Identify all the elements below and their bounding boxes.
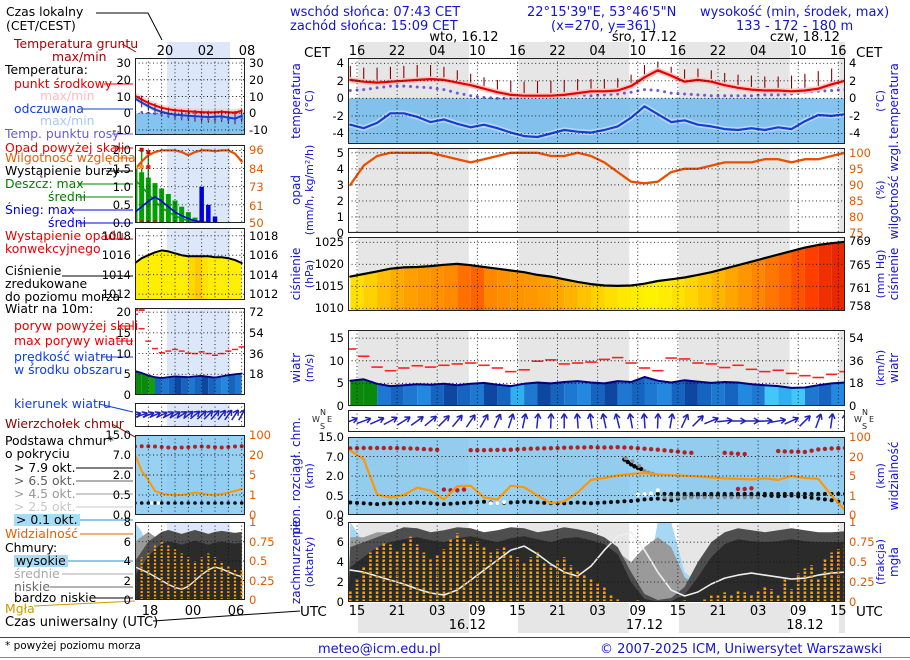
- copyright: © 2007-2025 ICM, Uniwersytet Warszawski: [600, 642, 883, 657]
- night-band: [518, 42, 630, 59]
- label-midpoint-temp: punkt środkowy: [14, 76, 113, 91]
- label-snow-max: Śnieg: max: [5, 202, 75, 217]
- label-pressure-1: Ciśnienie: [5, 263, 62, 278]
- mini-night-band: [167, 42, 230, 59]
- night-band: [518, 603, 630, 633]
- axis-title-precip-left: opad (mm/h, kg/m²/h): [288, 144, 316, 236]
- label-cloud-base-2: o pokryciu: [5, 446, 70, 461]
- label-wind-direction: kierunek wiatru: [14, 396, 111, 411]
- pressure-chart: [348, 237, 845, 311]
- night-band: [839, 603, 845, 633]
- label-clouds-verylow: bardzo niskie: [14, 590, 97, 605]
- utc-label-right: UTC: [856, 604, 883, 620]
- axis-title-cloud-left: pion. rozciągł. chm. (km): [288, 417, 316, 535]
- label-rain-max: Deszcz: max: [5, 176, 84, 191]
- label-fog: Mgła: [5, 601, 35, 616]
- label-wind10m: Wiatr na 10m:: [5, 301, 94, 316]
- mini-temperature-chart: [135, 58, 245, 135]
- label-visibility: Widzialność: [5, 526, 78, 541]
- axis-title-temperature-right: (°C) temperatura: [873, 63, 901, 139]
- label-convective-2: konwekcyjnego: [5, 241, 101, 256]
- footnote-above-sea-level: * powyżej poziomu morza: [5, 640, 141, 652]
- axis-title-fog-right: (frakcja) mgła: [873, 539, 901, 585]
- axis-title-pressure-left: ciśnienie (hPa): [288, 247, 316, 301]
- label-cloud-base-1: Podstawa chmur*: [5, 433, 114, 448]
- sunset-text: zachód słońca: 15:09 CET: [290, 19, 458, 34]
- precipitation-humidity-chart: [348, 148, 845, 233]
- label-okta-45: > 4.5 okt.: [14, 486, 76, 501]
- label-local-time-2: (CET/CEST): [6, 18, 76, 33]
- label-rain-mean: średni: [48, 189, 87, 204]
- label-precip-offscale: Opad powyżej skali: [5, 140, 125, 155]
- axis-title-wind-left: wiatr (m/s): [288, 352, 316, 384]
- altitude-label: wysokość (min, środek, max): [700, 5, 890, 20]
- night-band: [358, 42, 469, 59]
- compass-icon: N W E S: [854, 408, 875, 431]
- axis-title-wind-right: (km/h) wiatr: [873, 349, 901, 387]
- mini-cloud-extent-chart: [135, 435, 245, 515]
- cloudiness-chart: [348, 522, 845, 602]
- axis-title-cloudiness-left: zachmurzenie (oktanty): [288, 519, 316, 605]
- contact-email[interactable]: meteo@icm.edu.pl: [318, 642, 441, 657]
- label-cloud-top: Wierzchołek chmur: [5, 416, 124, 431]
- night-band: [678, 42, 790, 59]
- label-clouds-high: wysokie: [14, 553, 68, 568]
- label-maxmin-red: max/min: [40, 88, 95, 103]
- bottom-border: [0, 657, 910, 658]
- label-universal-time: Czas uniwersalny (UTC): [5, 615, 159, 630]
- cet-label-right: CET: [856, 45, 883, 61]
- label-dew-point: Temp. punktu rosy: [5, 126, 120, 141]
- label-clouds-low: niskie: [14, 579, 50, 594]
- label-okta-01: > 0.1 okt.: [14, 512, 80, 527]
- label-pressure-3: do poziomu morza: [5, 289, 121, 304]
- altitude-values: 133 - 172 - 180 m: [736, 19, 854, 34]
- temperature-chart: [348, 58, 845, 144]
- label-ground-temp-2: max/min: [52, 49, 107, 64]
- sunrise-text: wschód słońca: 07:43 CET: [290, 5, 461, 20]
- label-wind-speed-2: w środku obszaru: [14, 362, 123, 377]
- label-okta-25: > 2.5 okt.: [14, 499, 76, 514]
- label-thunderstorm: Wystąpienie burzy: [5, 163, 120, 178]
- compass-icon: N W E S: [312, 408, 333, 431]
- label-ground-temp-1: Temperatura gruntu: [14, 36, 139, 51]
- label-clouds-mid: średnie: [14, 566, 60, 581]
- mini-wind-direction-strip: [135, 403, 245, 427]
- label-clouds: Chmury:: [5, 540, 58, 555]
- night-band: [358, 603, 469, 633]
- label-pressure-2: zredukowane: [5, 276, 88, 291]
- coordinates: 22°15'39"E, 53°46'5"N: [527, 5, 677, 20]
- label-feels-like: odczuwana: [14, 101, 84, 116]
- axis-title-pressure-right: (mm Hg) ciśnienie: [873, 247, 901, 301]
- axis-title-temperature-left: temperatura (°C): [288, 63, 316, 139]
- model-gridpoint: (x=270, y=361): [551, 19, 657, 34]
- label-humidity: Wilgotność względna: [5, 150, 136, 165]
- label-local-time-1: Czas lokalny: [6, 4, 84, 19]
- night-band: [678, 603, 790, 633]
- label-gust-offscale: poryw powyżej skali: [14, 318, 139, 333]
- label-snow-mean: średni: [48, 215, 87, 230]
- footer-divider: [0, 637, 910, 638]
- axis-title-humidity-right: (%) wilgotność wzgl.: [873, 140, 901, 240]
- mini-precipitation-chart: [135, 145, 245, 223]
- label-max-gusts: max porywy wiatru: [14, 333, 134, 348]
- wind-direction-strip: [348, 410, 845, 432]
- label-temperature: Temperatura:: [5, 62, 88, 77]
- cet-label-left: CET: [304, 45, 331, 61]
- night-band: [839, 42, 845, 59]
- label-okta-65: > 6.5 okt.: [14, 473, 76, 488]
- axis-title-visibility-right: (km) widzialność: [873, 441, 901, 511]
- wind-chart: [348, 330, 845, 406]
- label-okta-79: > 7.9 okt.: [14, 460, 76, 475]
- mini-cloudiness-chart: [135, 522, 245, 600]
- label-maxmin-blue: max/min: [40, 113, 95, 128]
- mini-pressure-chart: [135, 228, 245, 300]
- utc-label-left: UTC: [300, 604, 327, 620]
- label-wind-speed-1: prędkość wiatru: [14, 349, 113, 364]
- label-convective-1: Wystąpienie opadu: [5, 228, 124, 243]
- cloud-extent-chart: [348, 437, 845, 515]
- mini-wind-chart: [135, 308, 245, 395]
